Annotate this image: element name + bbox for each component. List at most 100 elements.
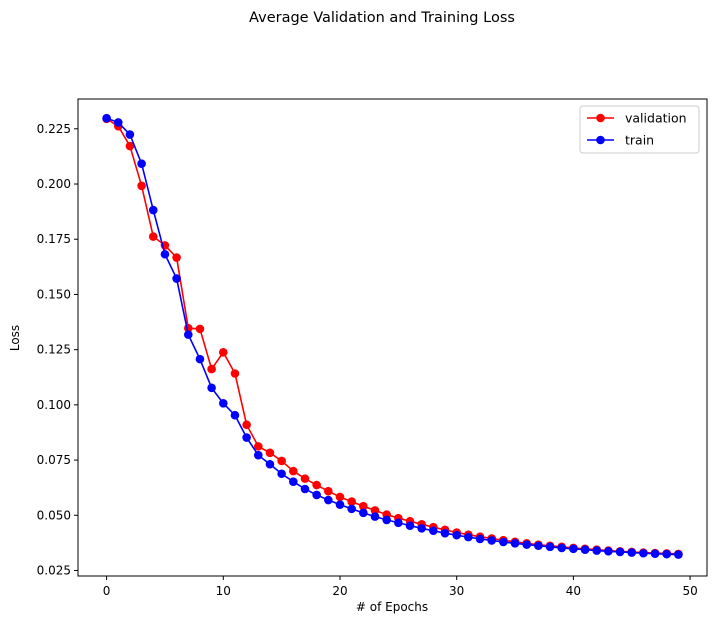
data-point-train xyxy=(440,528,450,538)
data-point-train xyxy=(102,113,111,123)
plot-area xyxy=(102,113,683,559)
x-tick-label: 40 xyxy=(566,584,581,598)
data-point-validation xyxy=(289,466,298,476)
data-point-train xyxy=(650,549,660,558)
data-point-train xyxy=(347,504,356,514)
plot-frame xyxy=(77,98,708,577)
y-tick-label: 0.025 xyxy=(37,563,71,577)
data-point-train xyxy=(265,459,275,469)
y-tick-label: 0.150 xyxy=(37,287,71,301)
y-tick-label: 0.100 xyxy=(37,398,71,412)
data-point-validation xyxy=(277,456,286,466)
data-point-validation xyxy=(195,324,205,334)
data-point-train xyxy=(335,500,345,509)
x-tick-label: 0 xyxy=(103,584,111,598)
data-point-train xyxy=(499,537,508,547)
data-point-train xyxy=(277,469,286,479)
data-point-validation xyxy=(265,448,275,458)
data-point-train xyxy=(394,518,403,528)
data-point-train xyxy=(475,534,485,544)
data-point-train xyxy=(522,540,532,549)
data-point-train xyxy=(639,548,648,558)
data-point-train xyxy=(604,546,613,556)
data-point-validation xyxy=(172,253,181,262)
data-point-validation xyxy=(125,141,135,151)
data-point-train xyxy=(615,547,625,557)
data-point-train xyxy=(359,508,368,518)
data-point-validation xyxy=(148,232,158,241)
data-point-validation xyxy=(137,181,146,191)
data-point-validation xyxy=(207,364,216,374)
data-point-train xyxy=(113,118,123,127)
data-point-validation xyxy=(324,486,333,496)
legend-label-train: train xyxy=(625,133,654,148)
data-point-train xyxy=(137,159,146,169)
data-point-train xyxy=(510,539,520,548)
y-tick-label: 0.075 xyxy=(37,453,71,467)
data-point-train xyxy=(242,433,251,442)
data-point-train xyxy=(125,130,135,139)
data-point-train xyxy=(580,545,590,555)
y-axis: 0.025 0.050 0.075 0.100 0.125 0.150 0.175 0.200… xyxy=(37,122,78,577)
legend-marker-validation xyxy=(596,113,605,123)
data-point-validation xyxy=(312,480,321,490)
data-point-train xyxy=(452,530,461,540)
data-point-train xyxy=(195,354,205,364)
x-tick-label: 50 xyxy=(682,584,697,598)
data-point-train xyxy=(160,249,170,259)
data-point-train xyxy=(312,490,321,500)
data-point-train xyxy=(569,544,578,554)
data-point-validation xyxy=(347,497,356,506)
data-point-validation xyxy=(359,501,368,511)
data-point-validation xyxy=(370,506,380,515)
x-tick-label: 30 xyxy=(449,584,464,598)
data-point-train xyxy=(253,450,263,460)
data-point-validation xyxy=(218,347,228,357)
y-tick-label: 0.050 xyxy=(37,508,71,522)
data-point-train xyxy=(662,549,672,559)
x-tick-label: 20 xyxy=(332,584,347,598)
data-point-train xyxy=(674,550,683,559)
data-point-train xyxy=(382,515,391,525)
data-point-train xyxy=(172,274,181,283)
data-point-train xyxy=(557,543,567,553)
data-point-train xyxy=(324,495,333,505)
x-tick-label: 10 xyxy=(216,584,231,598)
data-point-train xyxy=(405,521,415,530)
data-point-train xyxy=(417,524,426,533)
data-point-train xyxy=(592,546,602,555)
data-point-train xyxy=(183,330,193,339)
series-line-train xyxy=(106,117,679,556)
data-point-train xyxy=(300,484,310,494)
data-point-train xyxy=(487,536,496,545)
data-point-train xyxy=(207,383,216,393)
data-point-train xyxy=(148,205,158,215)
data-point-validation xyxy=(230,369,240,378)
legend-label-validation: validation xyxy=(625,111,687,126)
series-line-validation xyxy=(106,118,679,555)
data-point-train xyxy=(429,526,438,536)
y-tick-label: 0.175 xyxy=(37,232,71,246)
data-point-validation xyxy=(253,442,263,451)
y-tick-label: 0.200 xyxy=(37,177,71,191)
data-point-validation xyxy=(335,492,345,502)
data-point-train xyxy=(545,542,555,552)
data-point-train xyxy=(464,532,473,542)
data-point-train xyxy=(534,541,543,551)
data-point-validation xyxy=(300,474,310,483)
y-tick-label: 0.125 xyxy=(37,343,71,357)
y-tick-label: 0.225 xyxy=(37,122,71,136)
y-axis-label: Loss xyxy=(8,325,22,351)
data-point-validation xyxy=(242,420,251,430)
data-point-train xyxy=(218,399,228,408)
legend-marker-train xyxy=(596,135,605,145)
x-axis: 0 10 20 30 40 50 xyxy=(103,576,698,598)
x-axis-label: # of Epochs xyxy=(356,600,428,614)
data-point-train xyxy=(627,548,637,557)
data-point-train xyxy=(230,410,240,420)
legend: validation train xyxy=(579,105,700,154)
data-point-train xyxy=(370,512,380,521)
chart-title: Average Validation and Training Loss xyxy=(249,10,515,26)
data-point-train xyxy=(289,477,298,487)
